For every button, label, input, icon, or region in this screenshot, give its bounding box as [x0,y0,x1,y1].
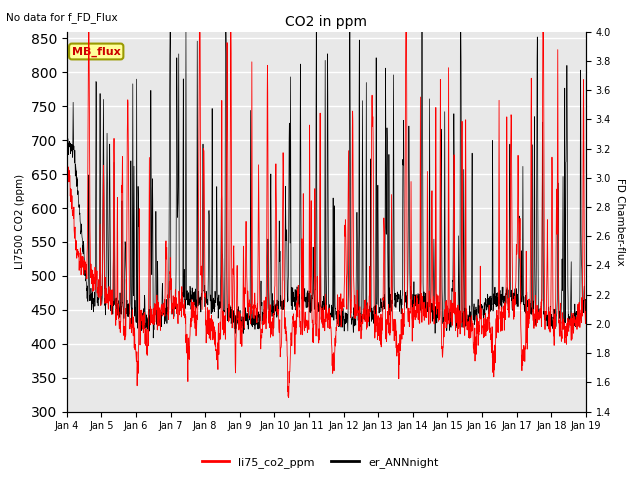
Legend: li75_co2_ppm, er_ANNnight: li75_co2_ppm, er_ANNnight [197,452,443,472]
Y-axis label: LI7500 CO2 (ppm): LI7500 CO2 (ppm) [15,174,25,269]
Title: CO2 in ppm: CO2 in ppm [285,15,367,29]
Y-axis label: FD Chamber-flux: FD Chamber-flux [615,178,625,265]
Text: MB_flux: MB_flux [72,47,120,57]
Text: No data for f_FD_Flux: No data for f_FD_Flux [6,12,118,23]
